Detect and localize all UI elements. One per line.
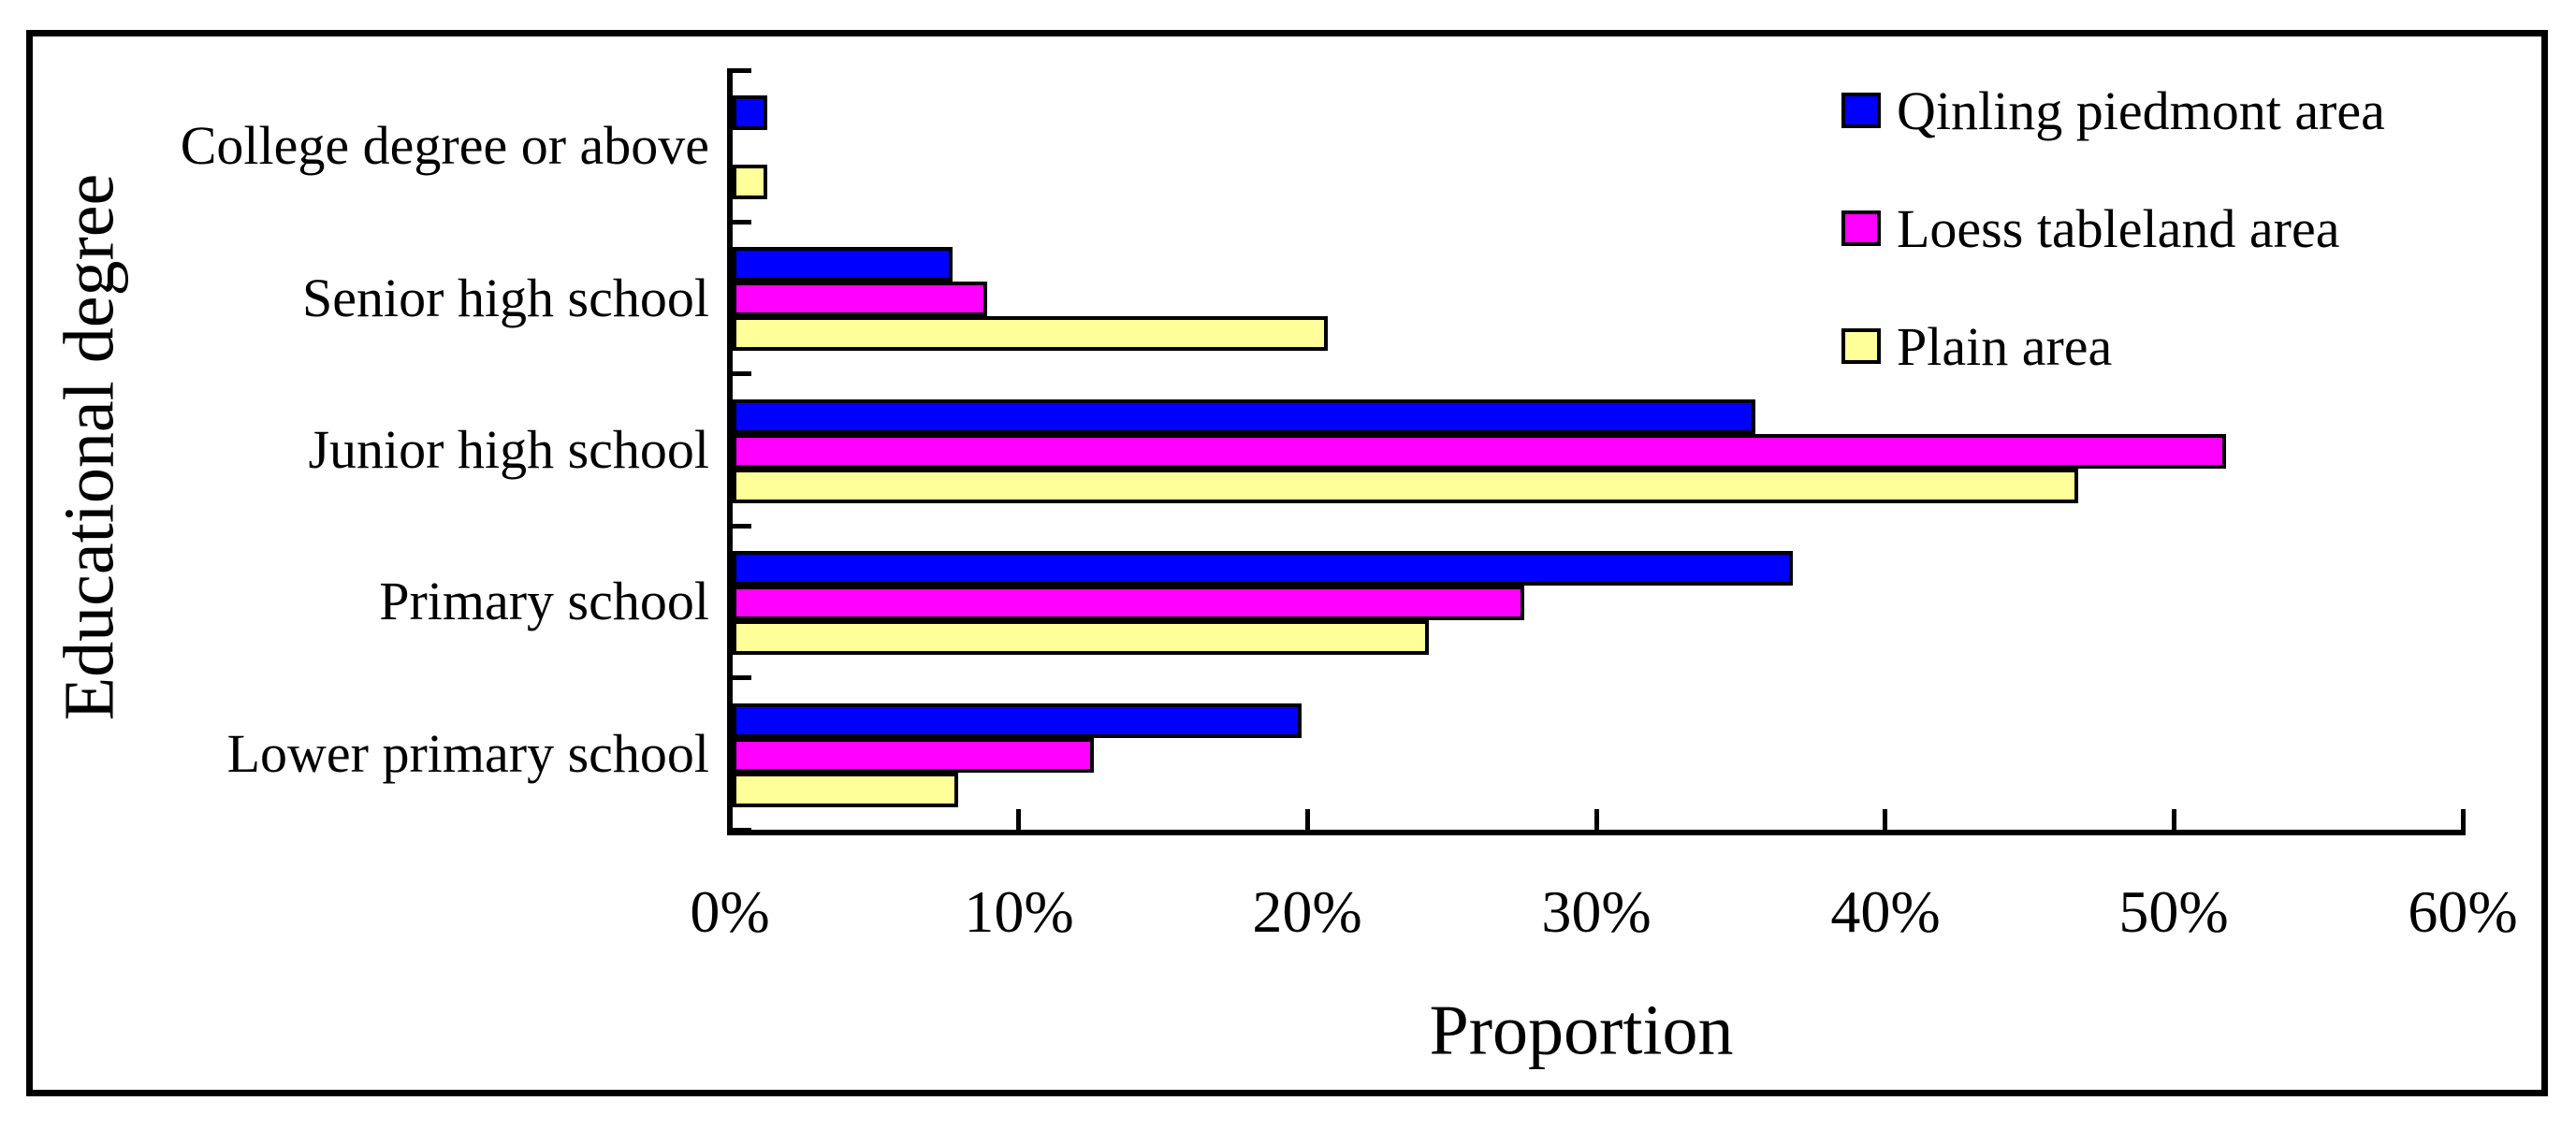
legend-item: Qinling piedmont area: [1841, 65, 2385, 155]
y-tick: [733, 828, 751, 833]
x-tick-label: 20%: [1252, 878, 1362, 945]
x-tick: [1305, 809, 1310, 830]
y-tick: [733, 220, 751, 225]
legend-item: Plain area: [1841, 301, 2112, 391]
x-tick: [1883, 809, 1887, 830]
x-tick: [2172, 809, 2176, 830]
bar-loess: [733, 434, 2226, 469]
y-tick: [733, 371, 751, 376]
bar-plain: [733, 773, 958, 807]
category-label: Primary school: [379, 571, 709, 631]
y-axis-title: Educational degree: [50, 173, 129, 721]
legend-label: Qinling piedmont area: [1897, 80, 2385, 141]
x-tick-label: 40%: [1830, 878, 1941, 945]
category-label: Senior high school: [302, 268, 709, 328]
x-axis-title: Proportion: [1429, 991, 1734, 1070]
bar-qinling: [733, 551, 1793, 586]
legend-label: Plain area: [1897, 315, 2113, 377]
x-tick-label: 30%: [1541, 878, 1652, 945]
plot-area: [733, 68, 2466, 833]
legend-swatch: [1841, 210, 1881, 246]
x-tick: [1594, 809, 1599, 830]
bar-plain: [733, 165, 767, 199]
category-label: Lower primary school: [226, 723, 709, 784]
x-tick-label: 50%: [2118, 878, 2229, 945]
bar-plain: [733, 620, 1429, 655]
category-label: Junior high school: [308, 419, 709, 480]
x-tick-label: 60%: [2408, 878, 2518, 945]
legend-item: Loess tableland area: [1841, 183, 2339, 273]
y-tick: [733, 524, 751, 529]
bar-plain: [733, 469, 2078, 503]
y-axis-line: [727, 68, 733, 835]
bar-plain: [733, 316, 1328, 351]
x-tick: [2461, 809, 2466, 830]
bar-qinling: [733, 399, 1755, 434]
bar-loess: [733, 282, 987, 316]
bar-qinling: [733, 247, 953, 282]
x-tick-label: 0%: [690, 878, 770, 945]
legend-swatch: [1841, 328, 1881, 364]
y-tick: [733, 675, 751, 680]
bar-loess: [733, 586, 1524, 620]
bar-qinling: [733, 95, 767, 130]
category-label: College degree or above: [180, 115, 709, 176]
y-tick: [733, 68, 751, 73]
bar-qinling: [733, 703, 1302, 738]
x-tick: [1016, 809, 1021, 830]
bar-loess: [733, 738, 1094, 773]
legend-swatch: [1841, 93, 1881, 128]
legend-label: Loess tableland area: [1897, 197, 2340, 259]
x-tick-label: 10%: [964, 878, 1074, 945]
x-axis-line: [727, 830, 2466, 835]
